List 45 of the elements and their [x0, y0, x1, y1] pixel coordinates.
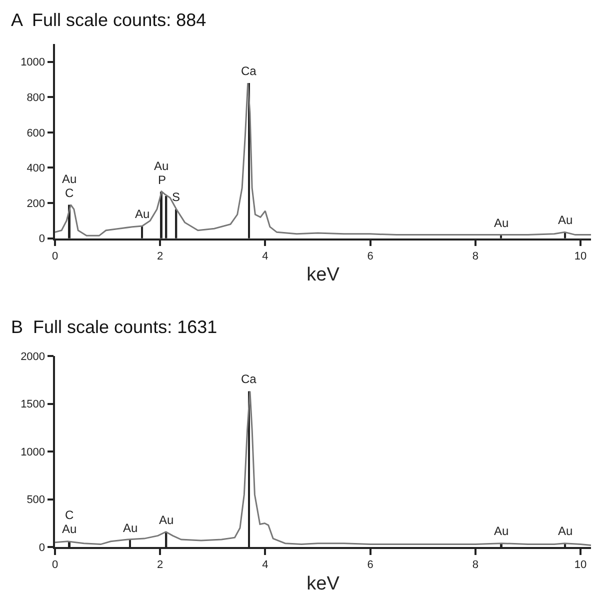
x-tick-label: 2 — [157, 559, 164, 572]
y-tick-label: 1000 — [20, 56, 46, 69]
y-tick-label: 2000 — [20, 350, 46, 363]
annotation: Au — [123, 521, 138, 535]
annotation: Au — [154, 159, 169, 173]
annotation: C — [65, 508, 74, 522]
annotation: Au — [159, 513, 174, 527]
x-tick-label: 6 — [367, 559, 374, 572]
x-tick-label: 6 — [367, 250, 374, 262]
annotation: C — [65, 186, 74, 200]
y-tick-label: 600 — [26, 127, 46, 140]
x-tick-label: 8 — [472, 559, 478, 572]
annotation: Au — [135, 207, 150, 221]
y-tick-label: 0 — [38, 542, 46, 554]
x-axis-title: keV — [306, 264, 340, 286]
chart-title: A Full scale counts: 884 — [11, 10, 206, 30]
y-tick-label: 800 — [26, 92, 46, 104]
annotation: Au — [62, 172, 77, 186]
y-tick-label: 1500 — [20, 398, 46, 411]
x-tick-label: 0 — [52, 559, 58, 572]
line-series — [55, 82, 591, 236]
y-tick-label: 200 — [26, 198, 46, 210]
x-tick-label: 0 — [52, 250, 58, 262]
annotation: Au — [558, 524, 573, 538]
y-tick-label: 1000 — [20, 446, 46, 458]
annotation: Au — [494, 216, 509, 230]
x-tick-label: 4 — [262, 250, 268, 262]
y-tick-label: 400 — [26, 162, 46, 175]
annotation: Au — [558, 213, 573, 227]
y-tick-label: 500 — [26, 494, 46, 506]
line-series — [55, 390, 591, 546]
x-tick-label: 8 — [472, 250, 478, 262]
annotation: P — [158, 173, 166, 187]
annotation: Au — [62, 522, 77, 536]
annotation: Ca — [241, 372, 257, 386]
x-tick-label: 2 — [157, 250, 164, 262]
annotation: S — [172, 190, 180, 204]
x-tick-label: 10 — [574, 250, 587, 262]
x-tick-label: 4 — [262, 559, 268, 572]
annotation: Ca — [241, 64, 257, 78]
y-tick-label: 0 — [38, 233, 46, 246]
x-axis-title: keV — [306, 573, 340, 594]
annotation: Au — [494, 524, 509, 538]
chart-title: B Full scale counts: 1631 — [11, 317, 218, 337]
x-tick-label: 10 — [574, 559, 587, 572]
